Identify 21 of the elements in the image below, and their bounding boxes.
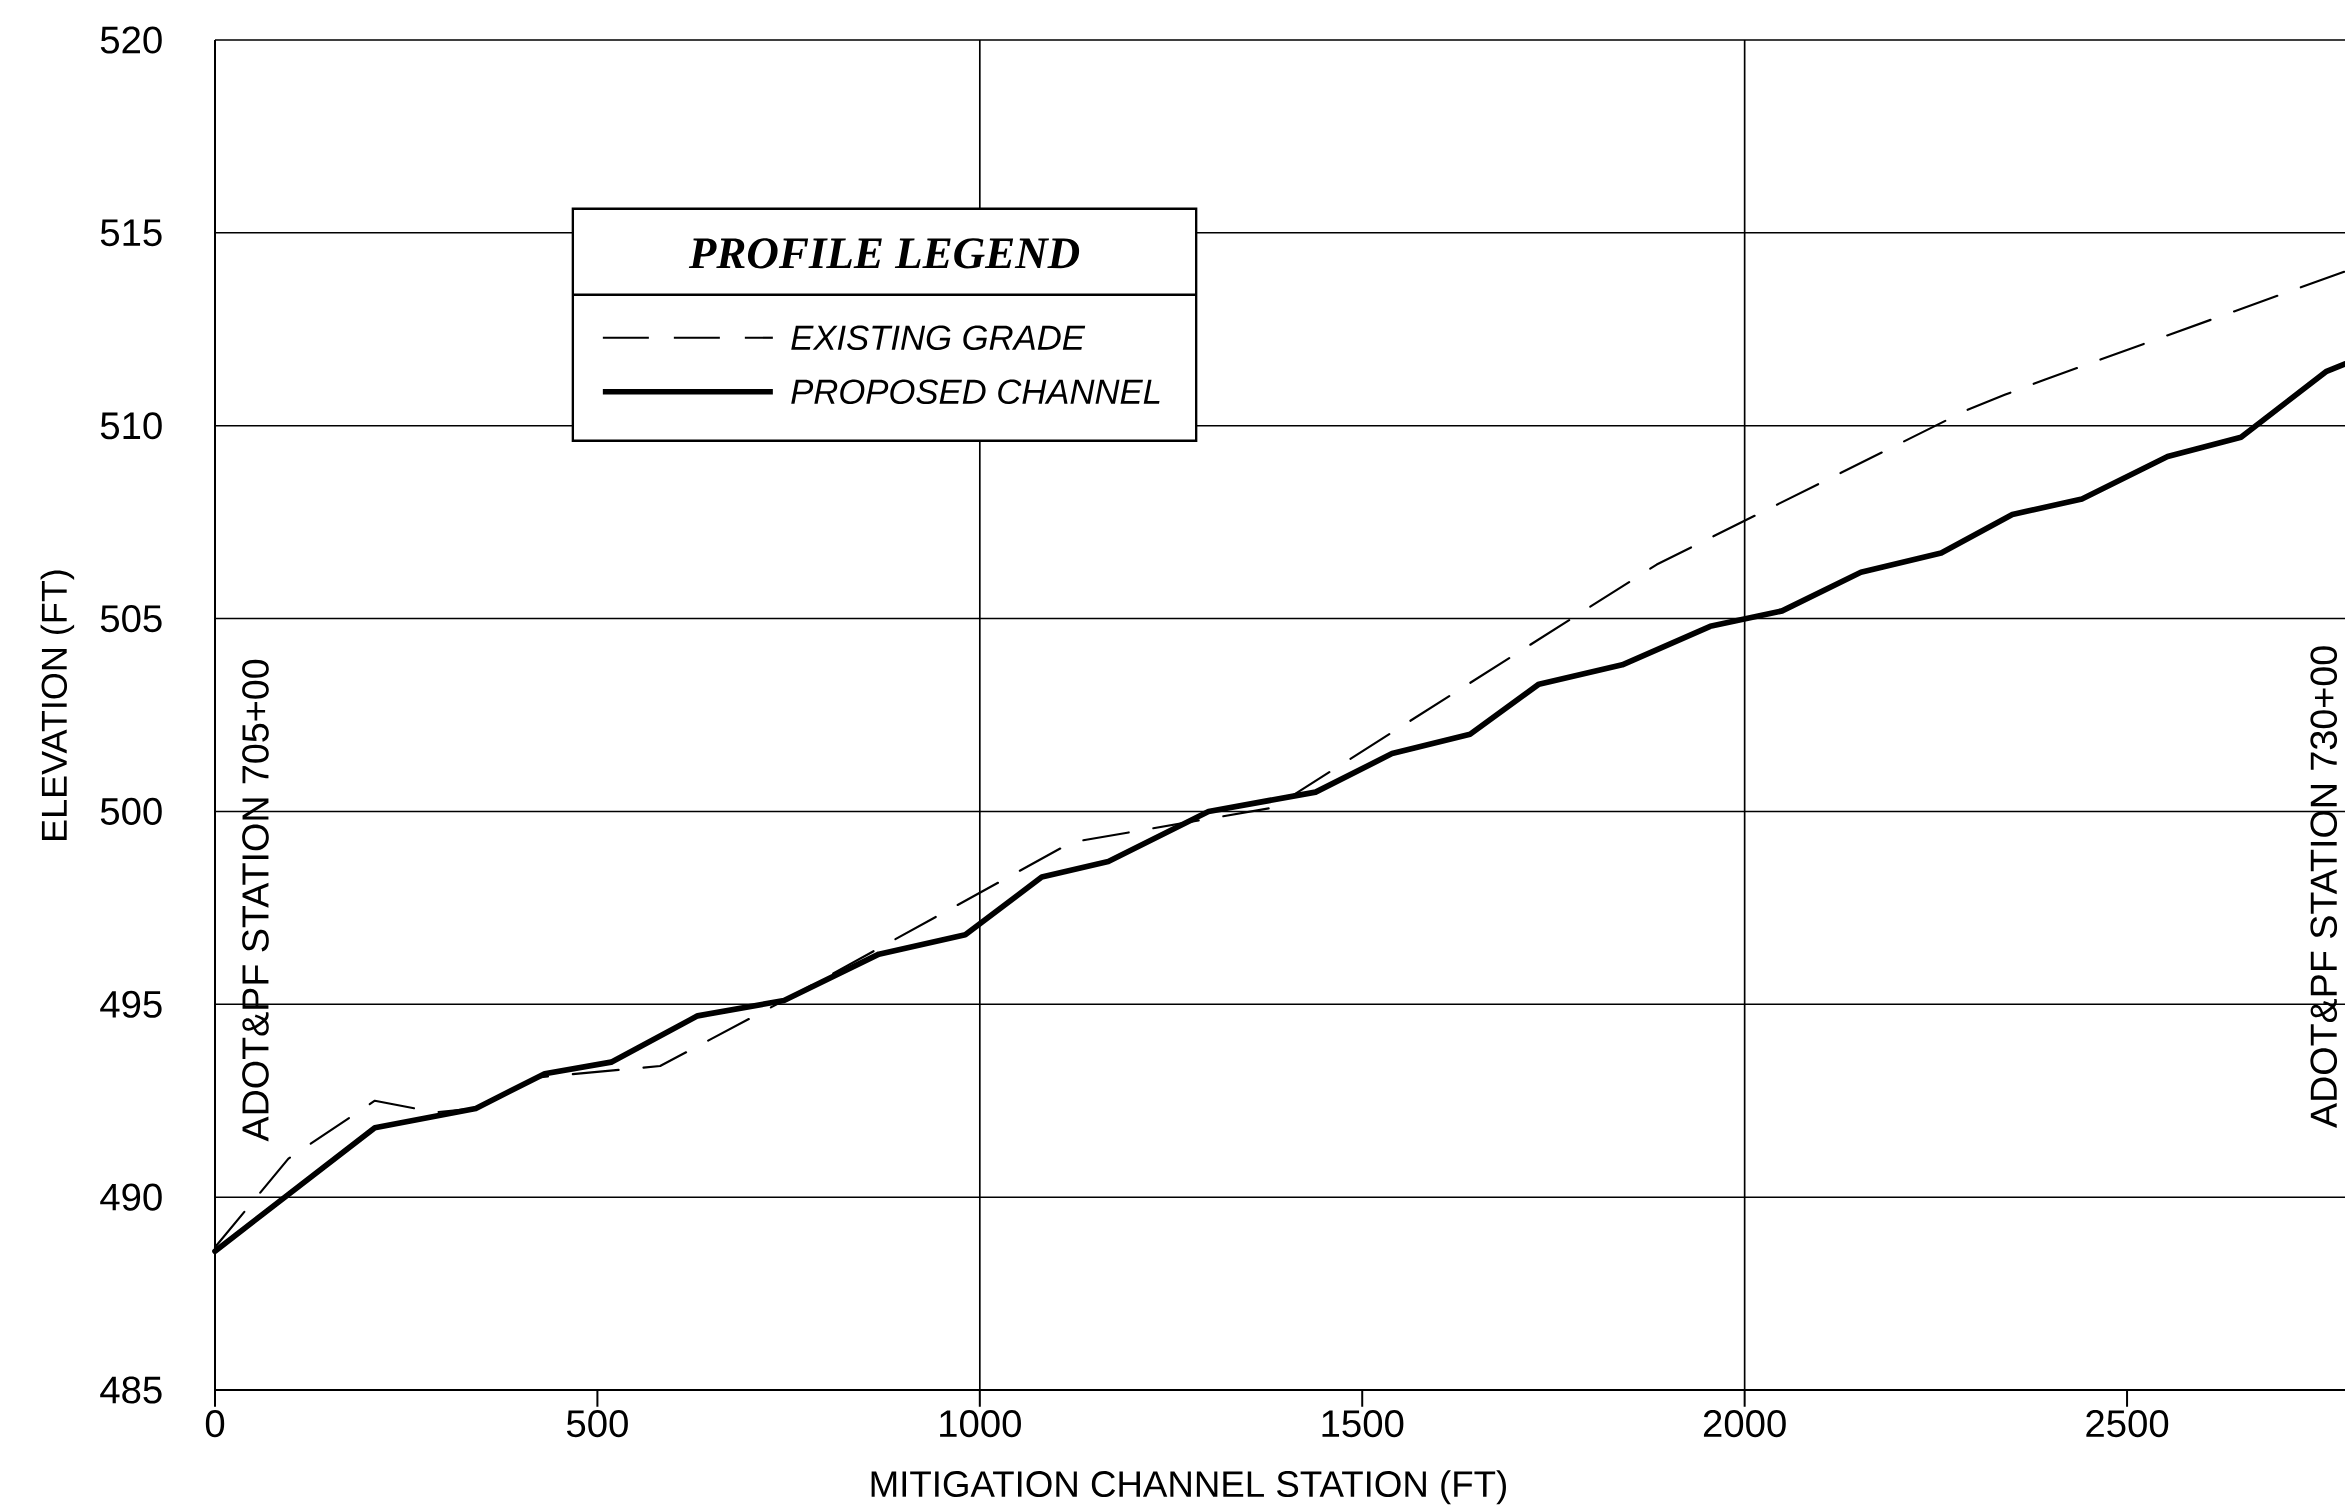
y-tick-label: 505 bbox=[100, 605, 162, 633]
y-tick-label: 520 bbox=[100, 26, 162, 54]
y-tick-label: 485 bbox=[100, 1376, 162, 1404]
x-axis-title: MITIGATION CHANNEL STATION (FT) bbox=[871, 1470, 1506, 1505]
y-tick-label: 510 bbox=[100, 412, 162, 440]
annotation: ADOT&PF STATION 730+00 bbox=[2310, 646, 2338, 1128]
x-tick-label: 500 bbox=[566, 1410, 628, 1438]
x-tick-label: 1500 bbox=[1322, 1410, 1404, 1438]
x-tick-label: 0 bbox=[205, 1410, 225, 1438]
y-tick-label: 500 bbox=[100, 797, 162, 825]
legend-title: PROFILE LEGEND bbox=[688, 238, 1080, 269]
x-tick-label: 2000 bbox=[1703, 1410, 1786, 1438]
y-tick-label: 515 bbox=[100, 219, 162, 247]
legend-label: PROPOSED CHANNEL bbox=[791, 379, 1160, 405]
y-tick-label: 490 bbox=[100, 1183, 162, 1211]
x-tick-label: 2500 bbox=[2086, 1410, 2169, 1438]
y-axis-title: ELEVATION (FT) bbox=[40, 570, 75, 840]
legend-label: EXISTING GRADE bbox=[791, 325, 1086, 351]
y-tick-label: 495 bbox=[100, 990, 162, 1018]
x-tick-label: 1000 bbox=[940, 1410, 1021, 1438]
annotation: ADOT&PF STATION 705+00 bbox=[242, 659, 269, 1142]
